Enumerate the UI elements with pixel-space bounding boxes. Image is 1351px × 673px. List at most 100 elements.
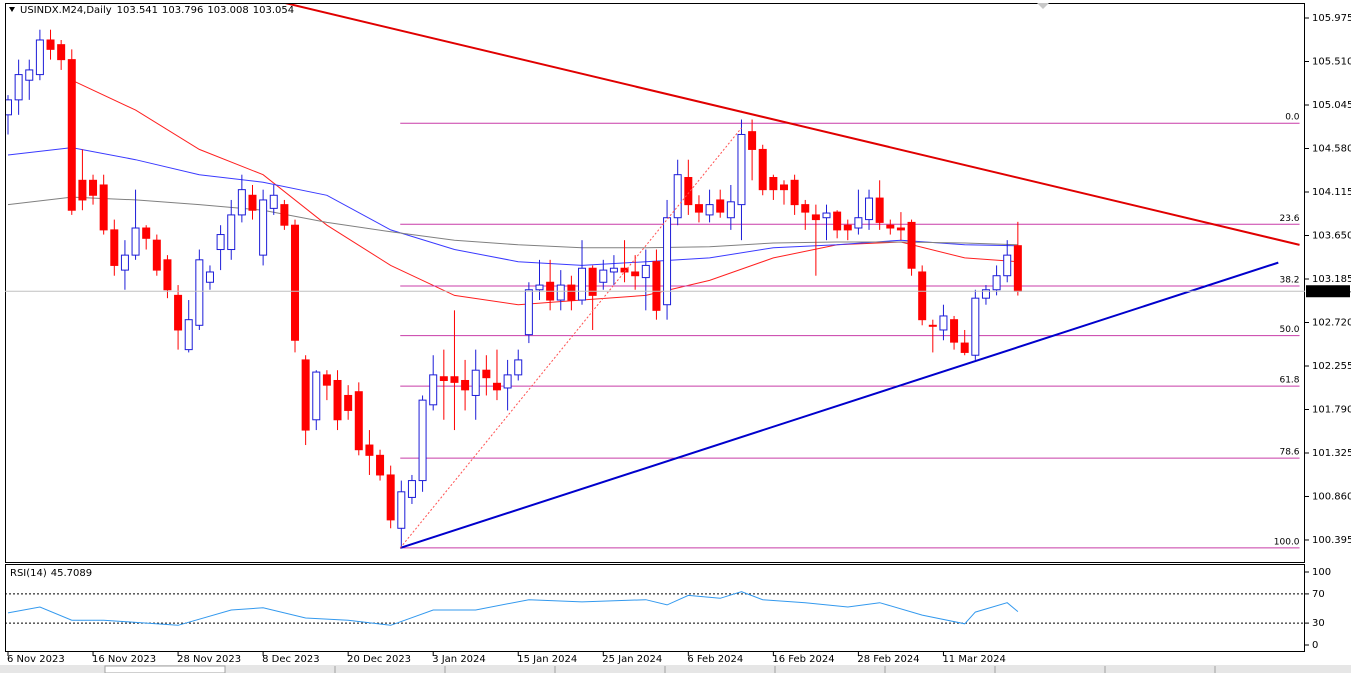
- candle-body: [344, 394, 353, 411]
- candle-body: [524, 289, 533, 336]
- shift-marker: [1037, 3, 1049, 9]
- candle-body: [843, 224, 852, 231]
- candle-body: [163, 259, 172, 291]
- y-tick-label: 30: [1312, 618, 1325, 629]
- y-tick-label: 0: [1312, 640, 1318, 651]
- candle-body: [461, 379, 470, 391]
- candle-body: [376, 454, 385, 476]
- y-tick-label: 103.650: [1312, 230, 1351, 241]
- candle-body: [205, 271, 214, 283]
- candle-body: [6, 99, 12, 116]
- candle-body: [875, 197, 884, 223]
- candle-body: [854, 217, 863, 229]
- candle-body: [429, 374, 438, 406]
- fib-label: 61.8: [1279, 376, 1299, 386]
- candle-body: [184, 319, 193, 351]
- candle-body: [694, 204, 703, 213]
- x-tick-label: 20 Dec 2023: [347, 654, 411, 665]
- candle-body: [567, 284, 576, 301]
- y-tick-label: 100: [1312, 567, 1331, 578]
- y-tick-label: 102.255: [1312, 361, 1351, 372]
- candle-body: [684, 176, 693, 206]
- candle-body: [397, 491, 406, 529]
- candle-body: [918, 271, 927, 321]
- candle-body: [811, 214, 820, 221]
- candle-body: [131, 227, 140, 256]
- candle-body: [120, 254, 129, 271]
- x-tick-label: 16 Nov 2023: [92, 654, 156, 665]
- candle-body: [535, 284, 544, 291]
- rsi-current: 45.7089: [51, 568, 92, 579]
- current-price-label: 103.054: [1310, 286, 1351, 297]
- fib-label: 100.0: [1274, 537, 1300, 547]
- header-open: 103.541: [117, 5, 158, 16]
- fib-label: 50.0: [1279, 325, 1299, 335]
- candle-body: [886, 224, 895, 229]
- x-tick-label: 28 Feb 2024: [857, 654, 919, 665]
- candle-body: [280, 204, 289, 226]
- candle-body: [779, 184, 788, 191]
- candle-body: [142, 227, 151, 239]
- candle-body: [67, 59, 76, 211]
- candle-body: [556, 284, 565, 301]
- candle-body: [641, 264, 650, 279]
- candle-body: [865, 197, 874, 221]
- candle-body: [716, 199, 725, 213]
- header-high: 103.796: [162, 5, 203, 16]
- candle-body: [981, 289, 990, 299]
- chart-header: USINDX.M24,Daily 103.541 103.796 103.008 103…: [20, 5, 294, 16]
- current-price-box: [1306, 285, 1350, 298]
- moving-average: [7, 196, 1018, 249]
- x-tick-label: 11 Mar 2024: [942, 654, 1005, 665]
- y-tick-label: 104.580: [1312, 143, 1351, 154]
- y-tick-label: 105.510: [1312, 57, 1351, 68]
- candle-body: [609, 267, 618, 273]
- price-panel-frame: [5, 3, 1305, 563]
- header-close: 103.054: [253, 5, 294, 16]
- candle-body: [939, 315, 948, 331]
- candle-body: [216, 234, 225, 251]
- y-tick-label: 100.395: [1312, 535, 1351, 546]
- candle-body: [99, 184, 108, 231]
- fib-label: 78.6: [1279, 448, 1299, 458]
- candle-body: [35, 39, 44, 76]
- price-plot: 0.0 23.6 38.2 50.0 61.8 78.6 100.0: [6, 4, 1300, 549]
- tab-strip: [0, 665, 1351, 673]
- candle-body: [833, 211, 842, 231]
- trendline: [285, 4, 1300, 246]
- rsi-title: RSI(14): [10, 568, 47, 579]
- candle-body: [673, 174, 682, 219]
- menu-arrow: [9, 7, 15, 12]
- candle-body: [237, 189, 246, 216]
- x-tick-label: 6 Nov 2023: [7, 654, 65, 665]
- candle-body: [14, 74, 23, 101]
- candle-body: [896, 227, 905, 231]
- fib-label: 0.0: [1285, 113, 1300, 123]
- candle-body: [822, 212, 831, 219]
- y-tick-label: 70: [1312, 589, 1325, 600]
- candle-body: [769, 176, 778, 191]
- candle-body: [301, 359, 310, 431]
- candle-body: [652, 261, 661, 311]
- y-tick-label: 102.720: [1312, 317, 1351, 328]
- candle-body: [620, 267, 629, 273]
- x-tick-label: 25 Jan 2024: [602, 654, 662, 665]
- candle-body: [46, 39, 55, 50]
- tab[interactable]: [104, 665, 226, 673]
- candle-body: [705, 204, 714, 216]
- candle-body: [110, 229, 119, 266]
- candle-body: [578, 267, 587, 301]
- candle-body: [25, 69, 34, 81]
- candle-body: [907, 221, 916, 269]
- y-tick-label: 105.975: [1312, 13, 1351, 24]
- rsi-line: [7, 591, 1019, 626]
- candle-body: [588, 267, 597, 296]
- candle-body: [482, 369, 491, 379]
- moving-average: [7, 147, 1018, 266]
- x-tick-label: 28 Nov 2023: [177, 654, 241, 665]
- y-tick-label: 105.045: [1312, 100, 1351, 111]
- x-tick-label: 6 Feb 2024: [687, 654, 743, 665]
- candle-body: [492, 382, 501, 391]
